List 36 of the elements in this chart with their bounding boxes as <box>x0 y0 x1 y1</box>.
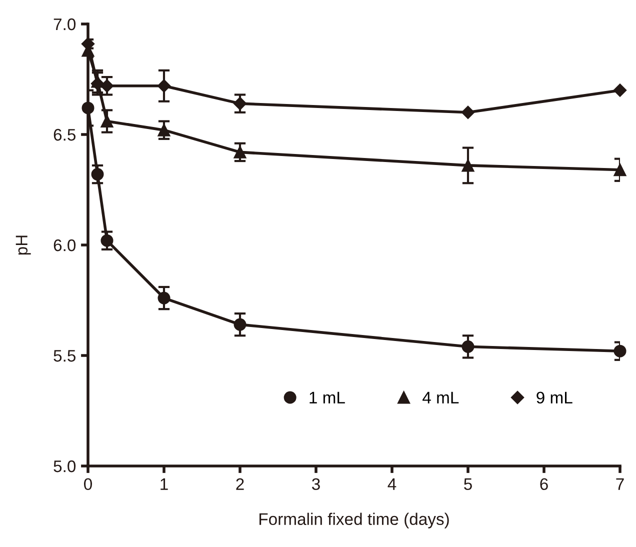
x-axis-title: Formalin fixed time (days) <box>260 512 449 528</box>
x-tick-label: 1 <box>160 478 168 490</box>
point <box>91 168 104 181</box>
point <box>234 318 246 331</box>
point <box>158 124 170 136</box>
x-tick-label: 5 <box>464 478 472 490</box>
y-tick-label: 6.5 <box>54 128 76 141</box>
point <box>614 344 626 358</box>
point <box>613 84 627 97</box>
y-tick-label: 5.0 <box>54 460 76 472</box>
y-tick-label: 6.0 <box>54 239 76 252</box>
point <box>100 114 114 128</box>
y-axis-title: pH <box>16 236 31 255</box>
point <box>158 292 170 304</box>
point <box>91 75 104 88</box>
x-tick-label: 3 <box>312 478 320 490</box>
x-tick-label: 0 <box>84 478 92 490</box>
legend-label: 1 mL <box>310 392 345 404</box>
x-tick-label: 4 <box>388 478 396 490</box>
point <box>100 79 114 92</box>
y-tick-label: 7.0 <box>54 18 76 30</box>
point <box>614 164 626 176</box>
legend-label: 9 mL <box>536 392 572 404</box>
legend-label: 4 mL <box>422 392 459 404</box>
point <box>100 234 114 247</box>
point <box>157 79 171 92</box>
point <box>461 106 475 119</box>
point <box>82 102 94 114</box>
point <box>462 340 474 353</box>
point <box>234 146 246 158</box>
x-tick-label: 7 <box>616 478 624 490</box>
y-tick-label: 5.5 <box>54 350 76 362</box>
point <box>462 159 474 172</box>
point <box>233 96 247 110</box>
x-tick-label: 2 <box>236 478 244 490</box>
x-tick-label: 6 <box>540 478 548 490</box>
